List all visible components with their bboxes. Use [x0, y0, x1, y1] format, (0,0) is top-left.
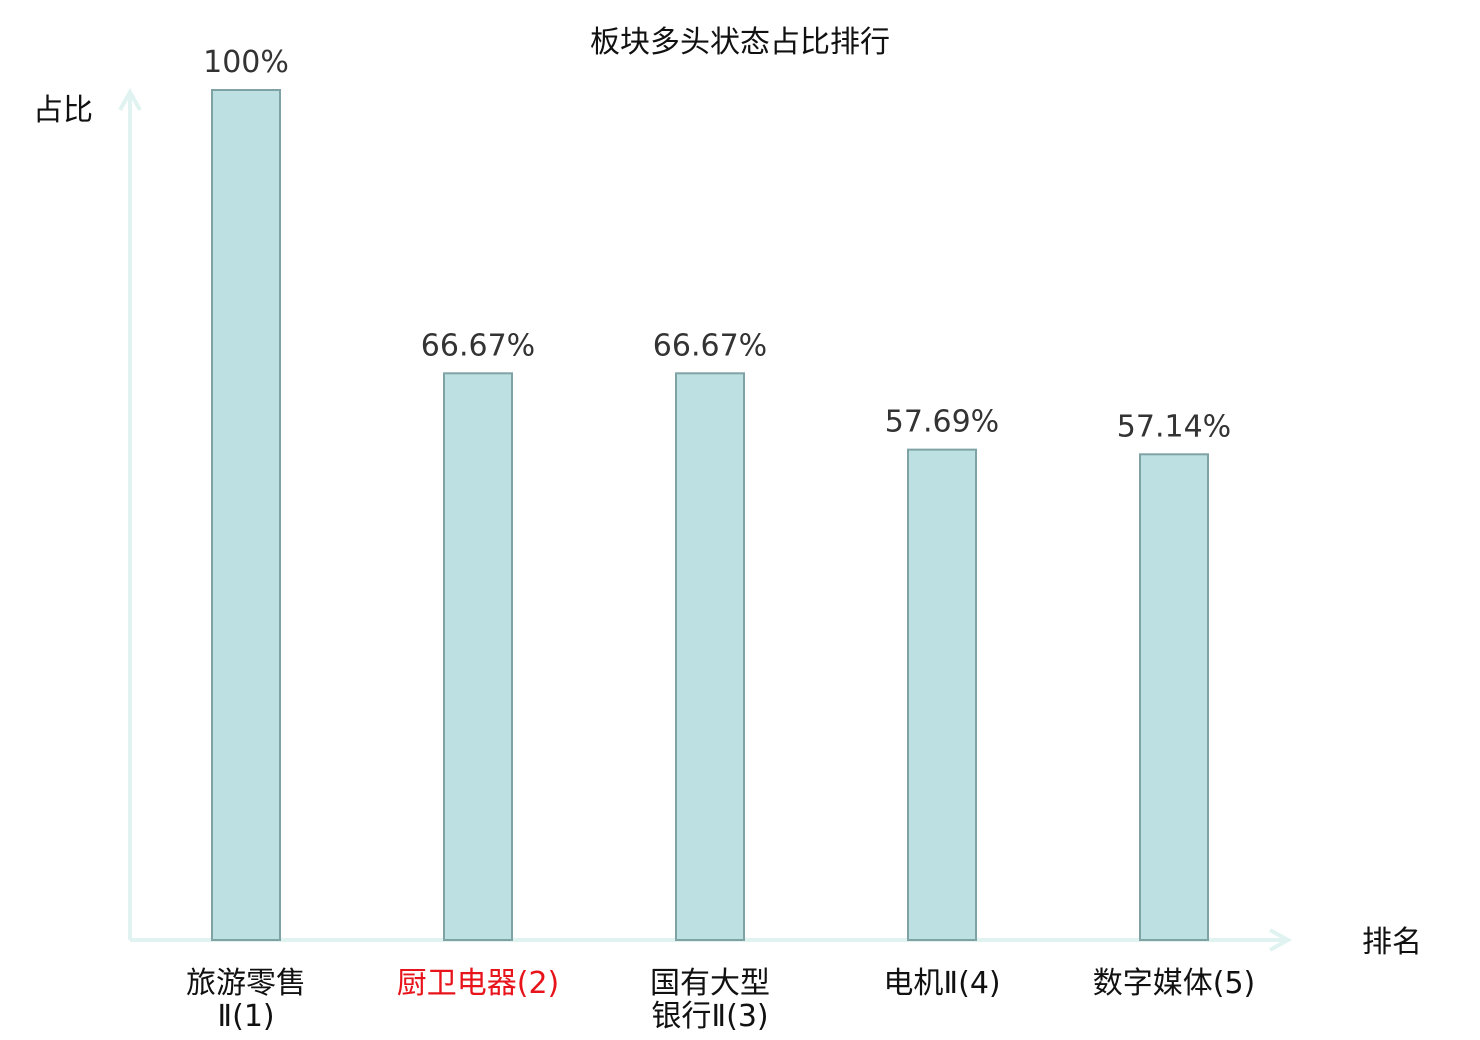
bar [443, 372, 513, 941]
bar [1139, 453, 1209, 941]
category-label: 银行Ⅱ(3) [651, 999, 768, 1034]
bar [675, 372, 745, 941]
bar-value-label: 57.14% [1117, 409, 1231, 444]
y-axis-label: 占比 [33, 93, 93, 128]
bars-group [211, 89, 1209, 941]
category-label: 数字媒体(5) [1093, 966, 1256, 1001]
category-label: 旅游零售 [186, 966, 306, 1001]
y-axis-arrowhead [118, 87, 142, 111]
bar-value-label: 100% [203, 45, 289, 80]
category-label: 厨卫电器(2) [397, 966, 560, 1001]
category-label: Ⅱ(1) [217, 999, 274, 1034]
x-axis-arrowhead [1269, 928, 1293, 952]
x-axis-label: 排名 [1362, 925, 1422, 960]
bar [211, 89, 281, 941]
category-label: 电机Ⅱ(4) [883, 966, 1000, 1001]
bar-value-label: 66.67% [421, 328, 535, 363]
bar [907, 448, 977, 941]
chart-title: 板块多头状态占比排行 [590, 25, 890, 60]
bar-value-label: 57.69% [885, 405, 999, 440]
category-label: 国有大型 [650, 966, 770, 1001]
value-labels-group: 100% 66.67% 66.67% 57.69% 57.14% [203, 45, 1231, 444]
bar-value-label: 66.67% [653, 328, 767, 363]
